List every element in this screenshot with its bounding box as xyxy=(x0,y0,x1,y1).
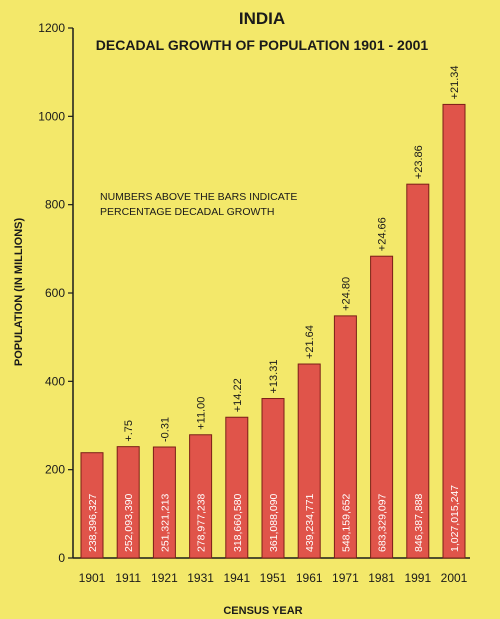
chart-title: INDIA xyxy=(239,9,285,28)
growth-label-1981: +24.66 xyxy=(377,217,389,251)
growth-label-1951: +13.31 xyxy=(268,360,280,394)
annotation-line-2: PERCENTAGE DECADAL GROWTH xyxy=(100,206,274,218)
y-axis-label: POPULATION (IN MILLIONS) xyxy=(13,218,25,367)
bar-1921 xyxy=(152,446,176,559)
bar-1901 xyxy=(80,452,104,559)
bars: 1901 238,396,327 1911 252,093,390 +.75 1921 25… xyxy=(79,65,468,585)
population-label-1901: 238,396,327 xyxy=(87,493,99,552)
population-label-1911: 252,093,390 xyxy=(123,493,135,552)
y-tick-label: 600 xyxy=(45,286,65,300)
growth-label-1941: +14.22 xyxy=(232,378,244,412)
y-tick-label: 800 xyxy=(45,198,65,212)
y-tick-label: 1000 xyxy=(38,109,65,123)
annotation-line-1: NUMBERS ABOVE THE BARS INDICATE xyxy=(100,191,297,203)
growth-label-1921: -0.31 xyxy=(159,417,171,442)
growth-label-1971: +24.80 xyxy=(340,277,352,311)
population-label-1971: 548,159,652 xyxy=(340,493,352,552)
bar-1981 xyxy=(370,255,394,559)
x-tick-label-1971: 1971 xyxy=(332,571,359,585)
y-tick-label: 200 xyxy=(45,463,65,477)
x-tick-label-1951: 1951 xyxy=(260,571,287,585)
x-tick-label-1931: 1931 xyxy=(187,571,214,585)
x-tick-label-1981: 1981 xyxy=(368,571,395,585)
population-label-1951: 361,088,090 xyxy=(268,493,280,552)
x-tick-label-1991: 1991 xyxy=(404,571,431,585)
chart-subtitle: DECADAL GROWTH OF POPULATION 1901 - 2001 xyxy=(96,37,429,53)
x-tick-label-1911: 1911 xyxy=(115,571,141,585)
x-tick-label-2001: 2001 xyxy=(441,571,468,585)
population-label-1961: 439,234,771 xyxy=(304,493,316,552)
x-axis-label: CENSUS YEAR xyxy=(223,605,302,617)
population-label-1931: 278,977,238 xyxy=(196,493,208,552)
population-label-2001: 1,027,015,247 xyxy=(449,485,461,552)
x-tick-label-1921: 1921 xyxy=(151,571,178,585)
bar-1911 xyxy=(116,446,140,559)
x-tick-label-1901: 1901 xyxy=(79,571,106,585)
y-tick-label: 1200 xyxy=(38,21,65,35)
growth-label-1961: +21.64 xyxy=(304,325,316,359)
x-tick-label-1961: 1961 xyxy=(296,571,323,585)
growth-label-2001: +21.34 xyxy=(449,65,461,99)
bar-1941 xyxy=(225,416,249,559)
y-tick-label: 400 xyxy=(45,374,65,388)
population-label-1991: 846,387,888 xyxy=(413,493,425,552)
population-label-1921: 251,321,213 xyxy=(159,493,171,552)
y-tick-label: 0 xyxy=(58,551,65,565)
x-tick-label-1941: 1941 xyxy=(223,571,250,585)
bar-1971 xyxy=(333,315,357,559)
growth-label-1931: +11.00 xyxy=(196,397,208,430)
growth-label-1991: +23.86 xyxy=(413,145,425,179)
bar-1991 xyxy=(406,183,430,559)
growth-label-1911: +.75 xyxy=(123,420,135,442)
bar-1951 xyxy=(261,398,285,559)
bar-2001 xyxy=(442,103,466,559)
population-label-1941: 318,660,580 xyxy=(232,493,244,552)
population-label-1981: 683,329,097 xyxy=(377,493,389,552)
bar-1931 xyxy=(189,434,213,559)
bar-1961 xyxy=(297,363,321,559)
